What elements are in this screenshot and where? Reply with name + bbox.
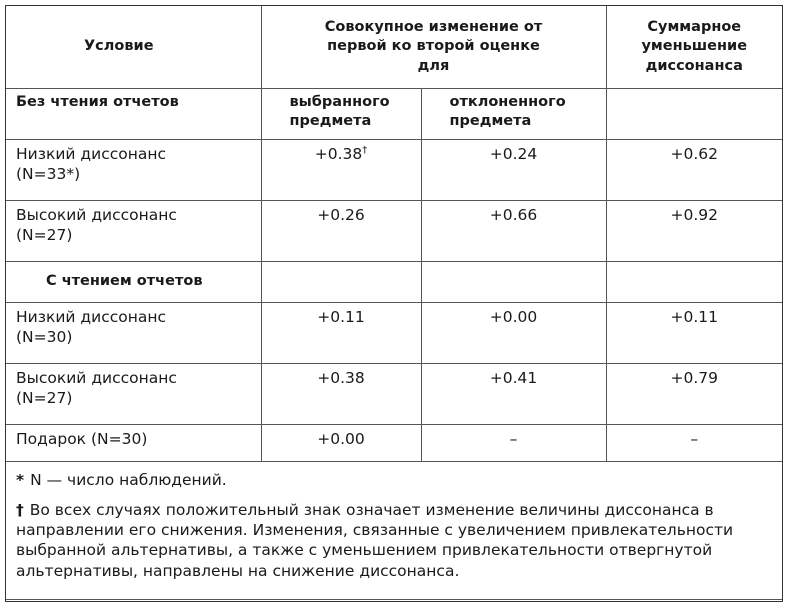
header-cell: Совокупное изменение от первой ко второй…: [260, 6, 607, 89]
cell: +0.38†: [260, 139, 422, 201]
row-label: Высокий диссонанс (N=27): [6, 363, 262, 425]
row-label: Низкий диссонанс (N=30): [6, 302, 262, 364]
label: Высокий диссонанс: [16, 206, 177, 224]
cell: +0.38: [260, 363, 422, 425]
group-title: Без чтения отчетов: [6, 88, 262, 140]
table-frame: Условие Совокупное изменение от первой к…: [5, 5, 783, 602]
row: Подарок (N=30) +0.00 – –: [6, 424, 782, 462]
footnote-text: Во всех случаях положительный знак означ…: [16, 501, 734, 580]
cell: [260, 261, 422, 303]
footnotes: * N — число наблюдений. † Во всех случаях …: [6, 461, 782, 600]
cell: +0.41: [420, 363, 607, 425]
cell: +0.66: [420, 200, 607, 262]
label: Низкий диссонанс: [16, 145, 167, 163]
footnote-mark: †: [362, 145, 368, 156]
row: Высокий диссонанс (N=27) +0.38 +0.41 +0.7…: [6, 363, 782, 425]
group-row: Без чтения отчетов выбранного предмета о…: [6, 88, 782, 140]
subheader: отклоненного предмета: [420, 88, 607, 140]
cell: +0.62: [605, 139, 782, 201]
n: (N=27): [16, 389, 73, 408]
cell: +0.24: [420, 139, 607, 201]
n: (N=33*): [16, 165, 81, 184]
footnote: † Во всех случаях положительный знак озна…: [16, 500, 772, 581]
header-cell: Условие: [6, 6, 262, 89]
value: +0.38: [314, 145, 363, 164]
label: Низкий диссонанс: [16, 308, 167, 326]
row-label: Низкий диссонанс (N=33*): [6, 139, 262, 201]
n: (N=27): [16, 226, 73, 245]
subheader: выбранного предмета: [260, 88, 422, 140]
table: Условие Совокупное изменение от первой к…: [6, 6, 782, 600]
label: Высокий диссонанс: [16, 369, 177, 387]
cell: +0.11: [605, 302, 782, 364]
cell: –: [605, 424, 782, 462]
cell: +0.26: [260, 200, 422, 262]
cell: +0.79: [605, 363, 782, 425]
cell: –: [420, 424, 607, 462]
footnote: * N — число наблюдений.: [16, 470, 772, 490]
cell: +0.00: [260, 424, 422, 462]
header-row: Условие Совокупное изменение от первой к…: [6, 6, 782, 89]
cell: +0.00: [420, 302, 607, 364]
n: (N=30): [16, 328, 73, 347]
cell: +0.92: [605, 200, 782, 262]
row: Низкий диссонанс (N=30) +0.11 +0.00 +0.11: [6, 302, 782, 364]
group-title: С чтением отчетов: [6, 261, 262, 303]
footnote-row: * N — число наблюдений. † Во всех случаях …: [6, 461, 782, 600]
group-row: С чтением отчетов: [6, 261, 782, 303]
footnote-marker: *: [16, 471, 25, 489]
row-label: Подарок (N=30): [6, 424, 262, 462]
row-label: Высокий диссонанс (N=27): [6, 200, 262, 262]
header-cell: Суммарное уменьшение диссонанса: [605, 6, 782, 89]
cell: [605, 261, 782, 303]
cell: [420, 261, 607, 303]
row: Высокий диссонанс (N=27) +0.26 +0.66 +0.9…: [6, 200, 782, 262]
footnote-marker: †: [16, 501, 24, 520]
cell: +0.11: [260, 302, 422, 364]
footnote-text: N — число наблюдений.: [30, 471, 227, 489]
row: Низкий диссонанс (N=33*) +0.38† +0.24 +0.…: [6, 139, 782, 201]
cell: [605, 88, 782, 140]
